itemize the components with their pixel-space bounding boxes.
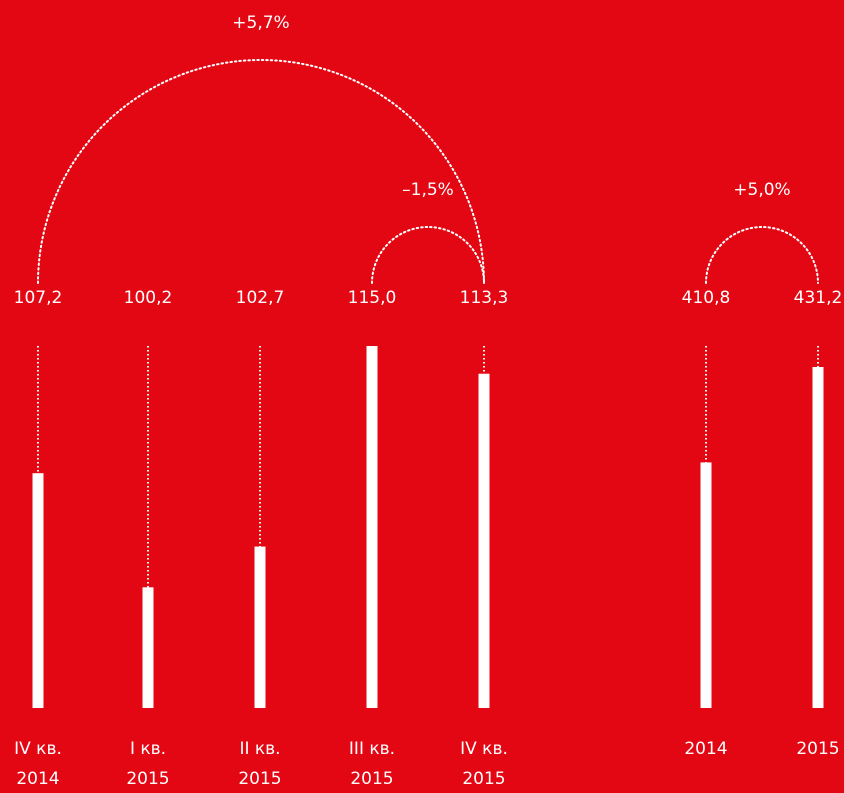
- change-label: +5,0%: [733, 180, 790, 200]
- value-label: 410,8: [682, 288, 731, 308]
- change-arc: [705, 226, 819, 284]
- change-label: –1,5%: [402, 180, 454, 200]
- category-label: III кв.: [349, 739, 395, 759]
- value-label: 115,0: [348, 288, 397, 308]
- category-label: 2015: [126, 769, 169, 789]
- value-label: 431,2: [794, 288, 843, 308]
- category-label: 2015: [238, 769, 281, 789]
- bar: [366, 346, 378, 708]
- value-label: 102,7: [236, 288, 285, 308]
- bar: [700, 462, 712, 708]
- value-label: 113,3: [460, 288, 509, 308]
- change-arc: [371, 226, 485, 284]
- bar: [812, 367, 824, 708]
- category-label: II кв.: [239, 739, 280, 759]
- category-label: 2015: [796, 739, 839, 759]
- bar: [32, 473, 44, 708]
- value-label: 107,2: [14, 288, 63, 308]
- value-label: 100,2: [124, 288, 173, 308]
- category-label: IV кв.: [460, 739, 508, 759]
- category-label: IV кв.: [14, 739, 62, 759]
- category-label: 2015: [462, 769, 505, 789]
- category-label: I кв.: [130, 739, 166, 759]
- bar: [142, 587, 154, 708]
- change-arc: [37, 59, 485, 284]
- category-label: 2015: [350, 769, 393, 789]
- category-label: 2014: [16, 769, 59, 789]
- bar: [478, 373, 490, 708]
- bar: [254, 546, 266, 708]
- change-label: +5,7%: [232, 13, 289, 33]
- category-label: 2014: [684, 739, 727, 759]
